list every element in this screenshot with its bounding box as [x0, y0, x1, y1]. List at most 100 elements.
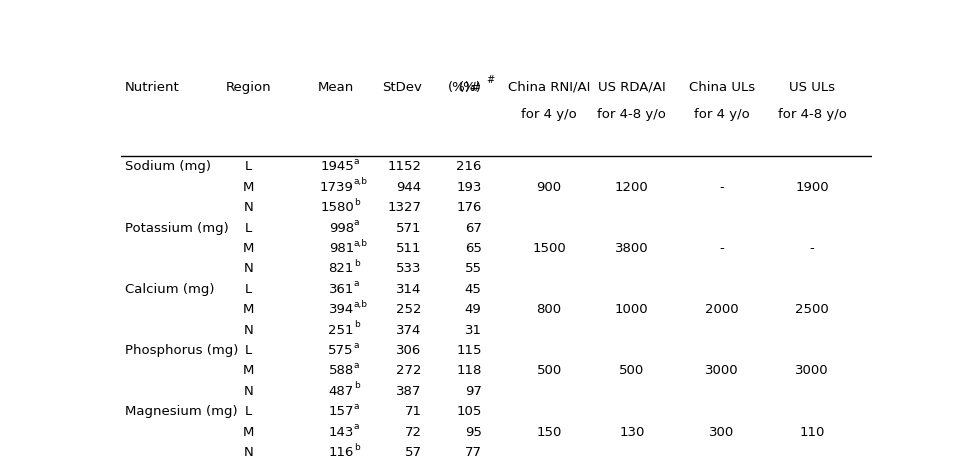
- Text: 1200: 1200: [615, 181, 648, 194]
- Text: L: L: [245, 160, 252, 173]
- Text: Magnesium (mg): Magnesium (mg): [125, 405, 237, 419]
- Text: 1580: 1580: [320, 201, 354, 214]
- Text: M: M: [243, 303, 255, 316]
- Text: N: N: [244, 446, 254, 459]
- Text: Phosphorus (mg): Phosphorus (mg): [125, 344, 238, 357]
- Text: Region: Region: [226, 81, 271, 94]
- Text: 150: 150: [537, 425, 562, 438]
- Text: 314: 314: [396, 283, 422, 296]
- Text: M: M: [243, 242, 255, 255]
- Text: 394: 394: [328, 303, 354, 316]
- Text: 130: 130: [619, 425, 644, 438]
- Text: b: b: [354, 198, 359, 207]
- Text: N: N: [244, 385, 254, 398]
- Text: N: N: [244, 262, 254, 275]
- Text: 361: 361: [328, 283, 354, 296]
- Text: Nutrient: Nutrient: [125, 81, 179, 94]
- Text: a: a: [354, 157, 359, 166]
- Text: -: -: [810, 242, 814, 255]
- Text: 57: 57: [404, 446, 422, 459]
- Text: 1327: 1327: [388, 201, 422, 214]
- Text: 571: 571: [396, 222, 422, 235]
- Text: 2500: 2500: [796, 303, 828, 316]
- Text: 216: 216: [456, 160, 482, 173]
- Text: China ULs: China ULs: [689, 81, 755, 94]
- Text: 900: 900: [537, 181, 562, 194]
- Text: 511: 511: [396, 242, 422, 255]
- Text: 65: 65: [465, 242, 482, 255]
- Text: 55: 55: [464, 262, 482, 275]
- Text: 110: 110: [799, 425, 825, 438]
- Text: 31: 31: [464, 324, 482, 337]
- Text: 118: 118: [456, 365, 482, 378]
- Text: (%)#: (%)#: [448, 81, 482, 94]
- Text: 998: 998: [328, 222, 354, 235]
- Text: Sodium (mg): Sodium (mg): [125, 160, 211, 173]
- Text: 487: 487: [328, 385, 354, 398]
- Text: 500: 500: [537, 365, 562, 378]
- Text: -: -: [720, 242, 724, 255]
- Text: b: b: [354, 259, 359, 268]
- Text: 67: 67: [465, 222, 482, 235]
- Text: 1739: 1739: [320, 181, 354, 194]
- Text: 77: 77: [464, 446, 482, 459]
- Text: 3000: 3000: [796, 365, 828, 378]
- Text: N: N: [244, 324, 254, 337]
- Text: 3800: 3800: [615, 242, 648, 255]
- Text: Mean: Mean: [318, 81, 354, 94]
- Text: b: b: [354, 381, 359, 391]
- Text: 272: 272: [396, 365, 422, 378]
- Text: for 4 y/o: for 4 y/o: [694, 108, 750, 121]
- Text: 588: 588: [328, 365, 354, 378]
- Text: 3000: 3000: [705, 365, 738, 378]
- Text: 143: 143: [328, 425, 354, 438]
- Text: 193: 193: [456, 181, 482, 194]
- Text: a,b: a,b: [354, 300, 368, 309]
- Text: L: L: [245, 283, 252, 296]
- Text: L: L: [245, 344, 252, 357]
- Text: 49: 49: [465, 303, 482, 316]
- Text: 115: 115: [456, 344, 482, 357]
- Text: Calcium (mg): Calcium (mg): [125, 283, 214, 296]
- Text: -: -: [720, 181, 724, 194]
- Text: 306: 306: [396, 344, 422, 357]
- Text: 1000: 1000: [615, 303, 648, 316]
- Text: 575: 575: [328, 344, 354, 357]
- Text: for 4 y/o: for 4 y/o: [521, 108, 578, 121]
- Text: 105: 105: [456, 405, 482, 419]
- Text: 1900: 1900: [796, 181, 828, 194]
- Text: M: M: [243, 181, 255, 194]
- Text: 387: 387: [396, 385, 422, 398]
- Text: 252: 252: [396, 303, 422, 316]
- Text: L: L: [245, 222, 252, 235]
- Text: 71: 71: [404, 405, 422, 419]
- Text: (%): (%): [458, 81, 482, 94]
- Text: M: M: [243, 425, 255, 438]
- Text: US RDA/AI: US RDA/AI: [598, 81, 666, 94]
- Text: a: a: [354, 361, 359, 370]
- Text: a: a: [354, 218, 359, 227]
- Text: L: L: [245, 405, 252, 419]
- Text: 72: 72: [404, 425, 422, 438]
- Text: for 4-8 y/o: for 4-8 y/o: [597, 108, 667, 121]
- Text: US ULs: US ULs: [789, 81, 835, 94]
- Text: 300: 300: [709, 425, 735, 438]
- Text: 1500: 1500: [532, 242, 566, 255]
- Text: 2000: 2000: [705, 303, 738, 316]
- Text: N: N: [244, 201, 254, 214]
- Text: M: M: [243, 365, 255, 378]
- Text: a: a: [354, 422, 359, 431]
- Text: a: a: [354, 340, 359, 350]
- Text: StDev: StDev: [382, 81, 422, 94]
- Text: 981: 981: [328, 242, 354, 255]
- Text: #: #: [485, 75, 494, 85]
- Text: 95: 95: [465, 425, 482, 438]
- Text: b: b: [354, 443, 359, 452]
- Text: 251: 251: [328, 324, 354, 337]
- Text: 800: 800: [537, 303, 562, 316]
- Text: 176: 176: [456, 201, 482, 214]
- Text: 97: 97: [465, 385, 482, 398]
- Text: a,b: a,b: [354, 239, 368, 247]
- Text: 374: 374: [396, 324, 422, 337]
- Text: 1152: 1152: [388, 160, 422, 173]
